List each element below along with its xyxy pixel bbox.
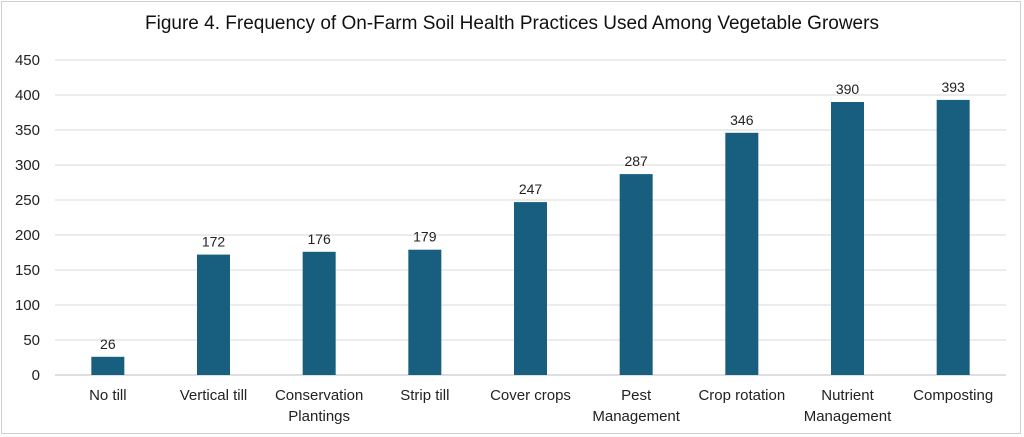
bar <box>619 174 653 375</box>
chart-title: Figure 4. Frequency of On-Farm Soil Heal… <box>145 13 879 34</box>
x-tick-label: Strip till <box>400 387 449 404</box>
x-tick-label: Management <box>804 408 892 425</box>
bar <box>91 356 125 375</box>
bar <box>936 99 970 376</box>
data-label: 176 <box>307 231 331 247</box>
data-label: 346 <box>730 112 754 128</box>
x-tick-label: Plantings <box>288 408 350 425</box>
x-tick-label: Pest <box>621 387 652 404</box>
x-tick-label: Composting <box>913 387 993 404</box>
x-tick-label: Nutrient <box>821 387 874 404</box>
data-label: 172 <box>202 234 226 250</box>
bar <box>514 202 547 375</box>
y-tick-label: 300 <box>15 157 40 174</box>
bar <box>725 132 759 375</box>
x-tick-label: Vertical till <box>180 387 248 404</box>
y-tick-label: 100 <box>15 297 40 314</box>
y-tick-label: 450 <box>15 52 40 69</box>
y-tick-label: 350 <box>15 122 40 139</box>
y-tick-label: 400 <box>15 87 40 104</box>
data-label: 247 <box>519 181 543 197</box>
y-tick-label: 0 <box>32 367 40 384</box>
x-tick-label: Conservation <box>275 387 363 404</box>
data-label: 393 <box>941 79 965 95</box>
x-tick-label: Crop rotation <box>698 387 785 404</box>
bar <box>831 102 864 375</box>
y-tick-label: 250 <box>15 192 40 209</box>
y-tick-label: 200 <box>15 227 40 244</box>
bar <box>197 254 230 375</box>
data-label: 179 <box>413 229 437 245</box>
y-tick-label: 150 <box>15 262 40 279</box>
bar <box>302 251 336 375</box>
data-label: 390 <box>836 81 860 97</box>
data-label: 26 <box>100 336 116 352</box>
data-label: 287 <box>624 153 648 169</box>
y-tick-label: 50 <box>23 332 40 349</box>
x-tick-label: No till <box>89 387 127 404</box>
x-tick-label: Management <box>592 408 680 425</box>
bar <box>408 249 442 375</box>
x-tick-label: Cover crops <box>490 387 571 404</box>
